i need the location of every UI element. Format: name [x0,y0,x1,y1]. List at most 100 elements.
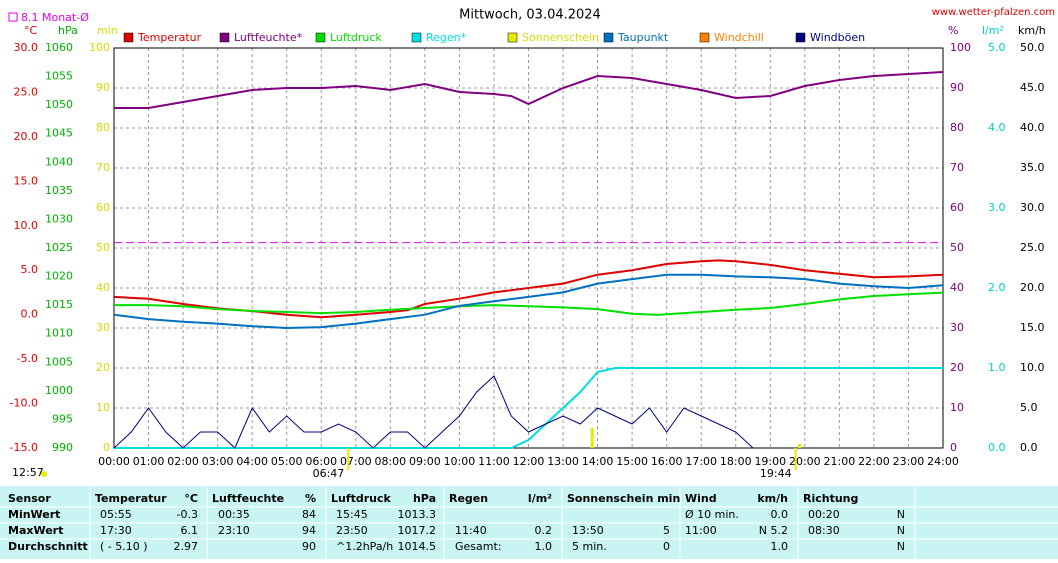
table-header: Regen [449,492,488,505]
y-tick-label: 90 [96,81,110,94]
table-cell: 6.1 [181,524,199,537]
x-tick-label: 18:00 [720,455,752,468]
y-tick-label: 0 [950,441,957,454]
y-tick-label: 1045 [45,127,73,140]
source: www.wetter-pfalzen.com [932,7,1055,18]
table-cell: N [897,508,905,521]
table-cell: 1017.2 [398,524,437,537]
x-tick-label: 23:00 [893,455,925,468]
y-tick-label: 35.0 [1020,161,1045,174]
legend-swatch [315,32,326,43]
y-tick-label: 70 [950,161,964,174]
y-tick-label: 0.0 [988,441,1006,454]
legend-swatch [699,32,710,43]
y-tick-label: 1060 [45,41,73,54]
y-tick-label: 1015 [45,298,73,311]
y-tick-label: 1025 [45,241,73,254]
x-tick-label: 01:00 [133,455,165,468]
table-header: l/m² [528,492,552,505]
y-tick-label: 15.0 [14,174,39,187]
y-tick-label: 60 [950,201,964,214]
y-tick-label: 30.0 [14,41,39,54]
legend-label: Taupunkt [617,31,669,44]
y-tick-label: 50 [96,241,110,254]
y-tick-label: 0.0 [1020,441,1038,454]
y-tick-label: 1040 [45,155,73,168]
y-tick-label: 10 [96,401,110,414]
table-cell: 84 [302,508,316,521]
y-tick-label: 25.0 [14,85,39,98]
table-header: km/h [757,492,788,505]
y-tick-label: 10.0 [14,219,39,232]
x-tick-label: 02:00 [167,455,199,468]
legend-swatch [411,32,422,43]
y-tick-label: 1020 [45,270,73,283]
y-tick-label: 50.0 [1020,41,1045,54]
table-cell: 08:30 [808,524,840,537]
table-cell: 94 [302,524,316,537]
x-tick-label: 21:00 [824,455,856,468]
series-line [114,71,944,109]
table-cell: MaxWert [8,524,63,537]
x-tick-label: 10:00 [444,455,476,468]
x-tick-label: 14:00 [582,455,614,468]
table-header: Richtung [803,492,858,505]
table-cell: 05:55 [100,508,132,521]
table-cell: 1014.5 [398,540,437,553]
table-cell: 00:35 [218,508,250,521]
table-cell: 0.0 [771,508,789,521]
x-tick-label: 16:00 [651,455,683,468]
annotation: 06:47 [313,467,345,480]
table-cell: 1.0 [535,540,553,553]
y-tick-label: 30 [950,321,964,334]
table-cell: 00:20 [808,508,840,521]
table-header: °C [184,492,198,505]
y-tick-label: 80 [96,121,110,134]
x-tick-label: 22:00 [858,455,890,468]
y-tick-label: 1000 [45,384,73,397]
x-tick-label: 09:00 [409,455,441,468]
y-tick-label: 40.0 [1020,121,1045,134]
sun-icon [41,471,47,477]
annotation: 19:44 [760,467,792,480]
table-cell: Durchschnitt [8,540,88,553]
axis-unit: min [97,24,118,37]
legend-swatch [507,32,518,43]
legend-swatch [123,32,134,43]
plot-border [113,47,944,449]
legend-label: Luftfeuchte* [234,31,303,44]
x-tick-label: 15:00 [616,455,648,468]
y-tick-label: 1035 [45,184,73,197]
series-line [113,273,944,330]
series-line [114,367,943,449]
x-tick-label: 03:00 [202,455,234,468]
x-tick-label: 00:00 [98,455,130,468]
legend-label: Temperatur [137,31,202,44]
y-tick-label: 2.0 [988,281,1006,294]
axis-unit: km/h [1018,24,1046,37]
y-tick-label: 80 [950,121,964,134]
table-cell: 15:45 [336,508,368,521]
table-cell: Ø 10 min. [685,508,739,521]
legend-swatch [603,32,614,43]
y-tick-label: 100 [950,41,971,54]
sunshine-bar [590,428,594,448]
y-tick-label: -15.0 [10,441,38,454]
chart-title: Mittwoch, 03.04.2024 [459,8,601,23]
series-line [113,375,754,449]
y-tick-label: 5.0 [1020,401,1038,414]
average-label: 8.1 Monat-Ø [21,11,89,24]
table-cell: 23:10 [218,524,250,537]
table-cell: 11:40 [455,524,487,537]
table-cell: 1.0 [771,540,789,553]
y-tick-label: 100 [89,41,110,54]
table-cell: 0.2 [535,524,553,537]
y-tick-label: 5.0 [988,41,1006,54]
y-tick-label: 20.0 [1020,281,1045,294]
x-tick-label: 06:00 [305,455,337,468]
x-tick-label: 04:00 [236,455,268,468]
y-tick-label: 15.0 [1020,321,1045,334]
y-tick-label: 90 [950,81,964,94]
y-tick-label: 1030 [45,212,73,225]
